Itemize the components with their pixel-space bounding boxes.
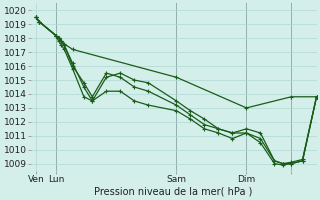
- X-axis label: Pression niveau de la mer( hPa ): Pression niveau de la mer( hPa ): [94, 187, 253, 197]
